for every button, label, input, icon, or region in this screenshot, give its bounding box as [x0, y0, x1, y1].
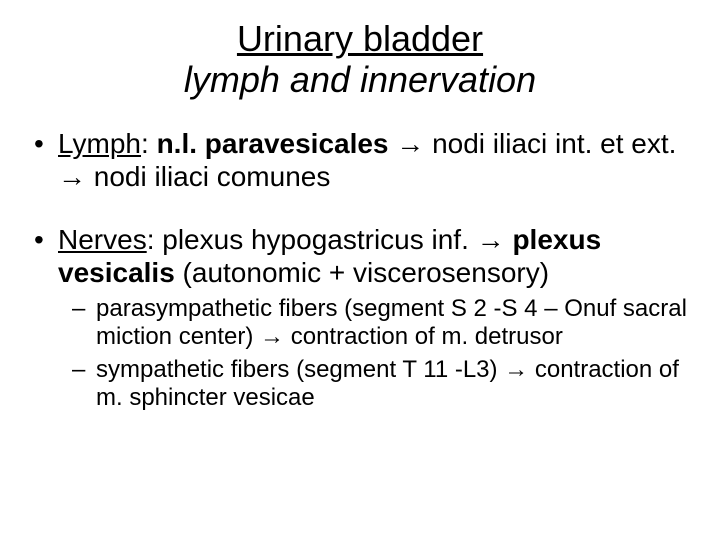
sub-bullet-parasympathetic: parasympathetic fibers (segment S 2 -S 4…: [72, 295, 690, 352]
bullet-bold: n.l. paravesicales: [157, 128, 389, 159]
bullet-text: :: [141, 128, 157, 159]
bullet-text: : plexus hypogastricus inf. →: [147, 224, 513, 255]
bullet-list: Lymph: n.l. paravesicales → nodi iliaci …: [30, 127, 690, 412]
sub-bullet-sympathetic: sympathetic fibers (segment T 11 -L3) → …: [72, 356, 690, 413]
slide-title: Urinary bladder lymph and innervation: [30, 18, 690, 101]
bullet-lymph: Lymph: n.l. paravesicales → nodi iliaci …: [30, 127, 690, 193]
sub-bullet-list: parasympathetic fibers (segment S 2 -S 4…: [58, 295, 690, 412]
bullet-label: Nerves: [58, 224, 147, 255]
title-line-2: lymph and innervation: [30, 59, 690, 100]
title-line-1: Urinary bladder: [30, 18, 690, 59]
bullet-nerves: Nerves: plexus hypogastricus inf. → plex…: [30, 223, 690, 412]
bullet-label: Lymph: [58, 128, 141, 159]
bullet-text: (autonomic + viscerosensory): [175, 257, 549, 288]
slide: Urinary bladder lymph and innervation Ly…: [0, 0, 720, 540]
